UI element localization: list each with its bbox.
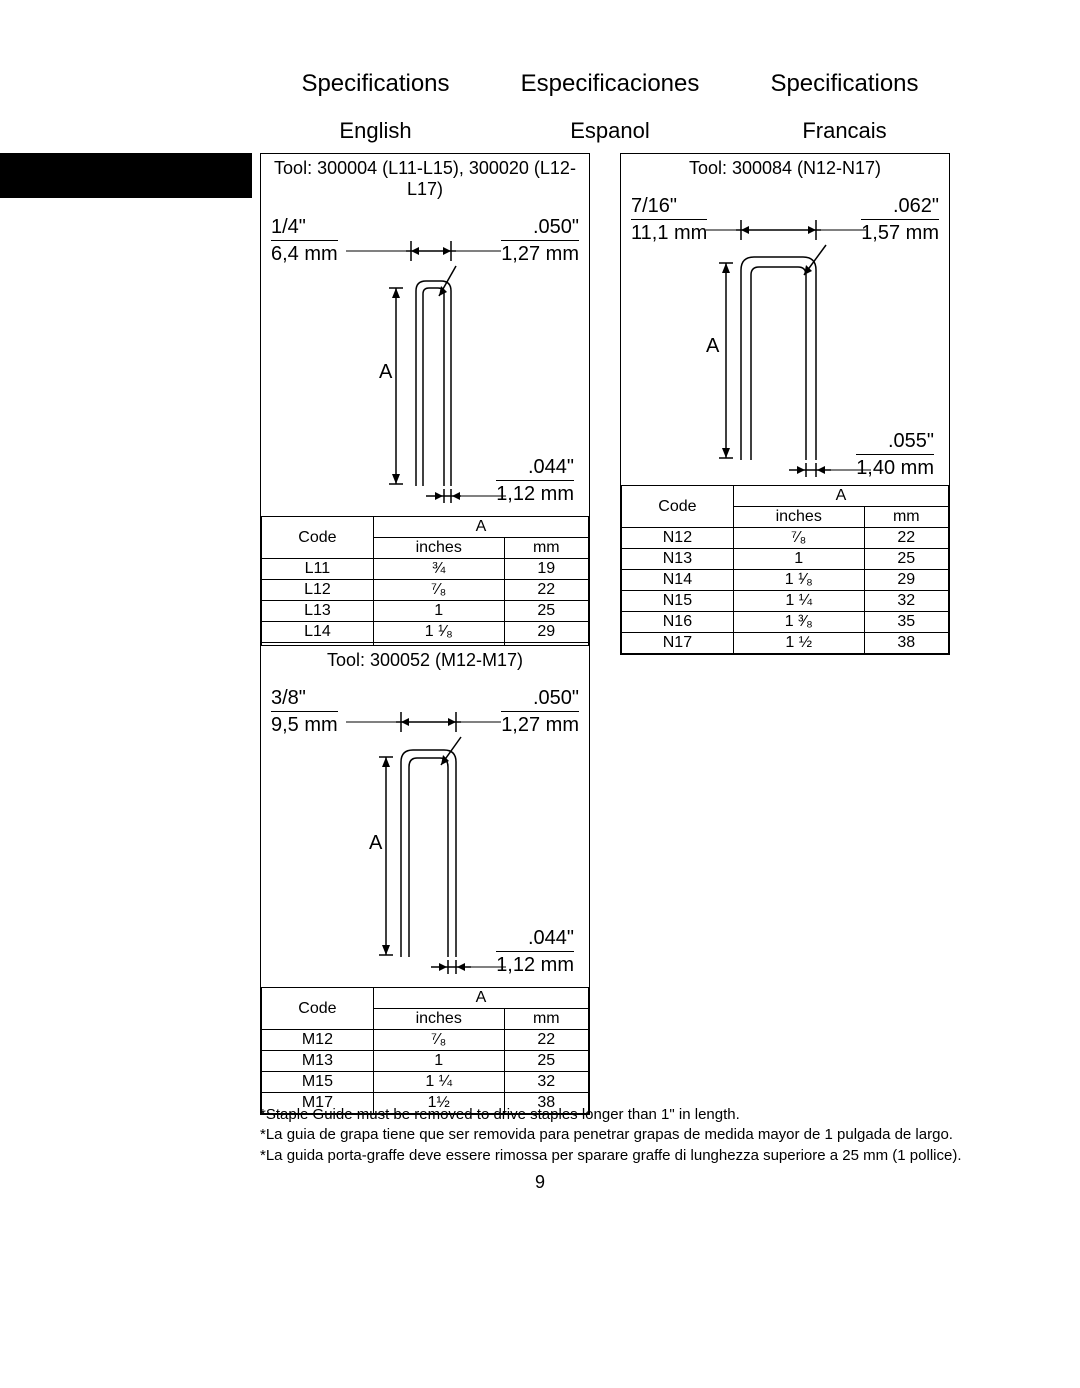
cell-code: M13 xyxy=(262,1051,374,1072)
cell-mm: 35 xyxy=(864,612,948,633)
footnotes: *Staple Guide must be removed to drive s… xyxy=(260,1105,1020,1166)
cell-mm: 32 xyxy=(504,1072,588,1093)
table-row: N161 ³⁄₈35 xyxy=(622,612,949,633)
th-mm-M: mm xyxy=(504,1009,588,1030)
table-row: N12⁷⁄₈22 xyxy=(622,528,949,549)
table-row: L12⁷⁄₈22 xyxy=(262,580,589,601)
staple-svg-L xyxy=(261,206,591,516)
cell-mm: 22 xyxy=(864,528,948,549)
th-mm-L: mm xyxy=(504,538,588,559)
cell-inches: 1 xyxy=(373,1051,504,1072)
cell-code: N16 xyxy=(622,612,734,633)
heading-specifications-1: Specifications xyxy=(260,70,491,98)
th-mm-N: mm xyxy=(864,507,948,528)
diagram-N: 7/16" 11,1 mm .062" 1,57 mm .055" 1,40 m… xyxy=(621,185,949,485)
panel-N: Tool: 300084 (N12-N17) 7/16" 11,1 mm .06… xyxy=(620,153,950,655)
cell-inches: 1 ³⁄₈ xyxy=(733,612,864,633)
footnote-2: *La guia de grapa tiene que ser removida… xyxy=(260,1125,1020,1145)
lang-english: English xyxy=(260,118,491,144)
th-inches-M: inches xyxy=(373,1009,504,1030)
table-row: N141 ¹⁄₈29 xyxy=(622,570,949,591)
cell-code: N14 xyxy=(622,570,734,591)
cell-inches: ⁷⁄₈ xyxy=(733,528,864,549)
tool-title-L: Tool: 300004 (L11-L15), 300020 (L12-L17) xyxy=(261,154,589,206)
cell-code: N13 xyxy=(622,549,734,570)
lang-francais: Francais xyxy=(729,118,960,144)
headings-row: Specifications Especificaciones Specific… xyxy=(260,70,960,98)
cell-mm: 25 xyxy=(864,549,948,570)
table-row: M151 ¼32 xyxy=(262,1072,589,1093)
cell-code: N12 xyxy=(622,528,734,549)
staple-svg-M xyxy=(261,677,591,987)
footnote-3: *La guida porta-graffe deve essere rimos… xyxy=(260,1146,1020,1166)
cell-code: N15 xyxy=(622,591,734,612)
heading-especificaciones: Especificaciones xyxy=(495,70,726,98)
cell-inches: 1 xyxy=(373,601,504,622)
table-row: L11¾19 xyxy=(262,559,589,580)
cell-mm: 29 xyxy=(504,622,588,643)
language-row: English Espanol Francais xyxy=(260,118,960,144)
cell-code: L11 xyxy=(262,559,374,580)
cell-mm: 25 xyxy=(504,601,588,622)
table-row: L13125 xyxy=(262,601,589,622)
tool-title-N: Tool: 300084 (N12-N17) xyxy=(621,154,949,185)
th-A-L: A xyxy=(373,517,588,538)
cell-inches: 1 ¼ xyxy=(733,591,864,612)
cell-inches: 1 ¹⁄₈ xyxy=(373,622,504,643)
table-row: M13125 xyxy=(262,1051,589,1072)
cell-inches: 1 xyxy=(733,549,864,570)
cell-code: L14 xyxy=(262,622,374,643)
diagram-L: 1/4" 6,4 mm .050" 1,27 mm .044" 1,12 mm … xyxy=(261,206,589,516)
tbody-N: N12⁷⁄₈22N13125N141 ¹⁄₈29N151 ¼32N161 ³⁄₈… xyxy=(622,528,949,654)
cell-inches: ¾ xyxy=(373,559,504,580)
panel-L: Tool: 300004 (L11-L15), 300020 (L12-L17)… xyxy=(260,153,590,686)
diagram-M: 3/8" 9,5 mm .050" 1,27 mm .044" 1,12 mm … xyxy=(261,677,589,987)
cell-code: L13 xyxy=(262,601,374,622)
cell-mm: 29 xyxy=(864,570,948,591)
lang-espanol: Espanol xyxy=(495,118,726,144)
table-row: N171 ½38 xyxy=(622,633,949,654)
th-inches-L: inches xyxy=(373,538,504,559)
black-box xyxy=(0,153,252,198)
tbody-M: M12⁷⁄₈22M13125M151 ¼32M171½38 xyxy=(262,1030,589,1114)
cell-mm: 25 xyxy=(504,1051,588,1072)
heading-specifications-2: Specifications xyxy=(729,70,960,98)
th-A-M: A xyxy=(373,988,588,1009)
cell-mm: 22 xyxy=(504,580,588,601)
cell-code: L12 xyxy=(262,580,374,601)
table-M: Code A inches mm M12⁷⁄₈22M13125M151 ¼32M… xyxy=(261,987,589,1114)
table-N: Code A inches mm N12⁷⁄₈22N13125N141 ¹⁄₈2… xyxy=(621,485,949,654)
footnote-1: *Staple Guide must be removed to drive s… xyxy=(260,1105,1020,1125)
th-inches-N: inches xyxy=(733,507,864,528)
page-number: 9 xyxy=(0,1172,1080,1193)
table-row: N151 ¼32 xyxy=(622,591,949,612)
table-row: L141 ¹⁄₈29 xyxy=(262,622,589,643)
th-code-N: Code xyxy=(622,486,734,528)
table-row: M12⁷⁄₈22 xyxy=(262,1030,589,1051)
th-code-L: Code xyxy=(262,517,374,559)
cell-mm: 19 xyxy=(504,559,588,580)
cell-mm: 32 xyxy=(864,591,948,612)
cell-code: M12 xyxy=(262,1030,374,1051)
cell-code: M15 xyxy=(262,1072,374,1093)
th-A-N: A xyxy=(733,486,948,507)
tool-title-M: Tool: 300052 (M12-M17) xyxy=(261,646,589,677)
th-code-M: Code xyxy=(262,988,374,1030)
cell-inches: 1 ½ xyxy=(733,633,864,654)
cell-mm: 38 xyxy=(864,633,948,654)
cell-inches: ⁷⁄₈ xyxy=(373,580,504,601)
staple-svg-N xyxy=(621,185,951,485)
cell-inches: 1 ¼ xyxy=(373,1072,504,1093)
table-row: N13125 xyxy=(622,549,949,570)
cell-code: N17 xyxy=(622,633,734,654)
cell-inches: ⁷⁄₈ xyxy=(373,1030,504,1051)
cell-mm: 22 xyxy=(504,1030,588,1051)
cell-inches: 1 ¹⁄₈ xyxy=(733,570,864,591)
panel-M: Tool: 300052 (M12-M17) 3/8" 9,5 mm .050"… xyxy=(260,645,590,1115)
